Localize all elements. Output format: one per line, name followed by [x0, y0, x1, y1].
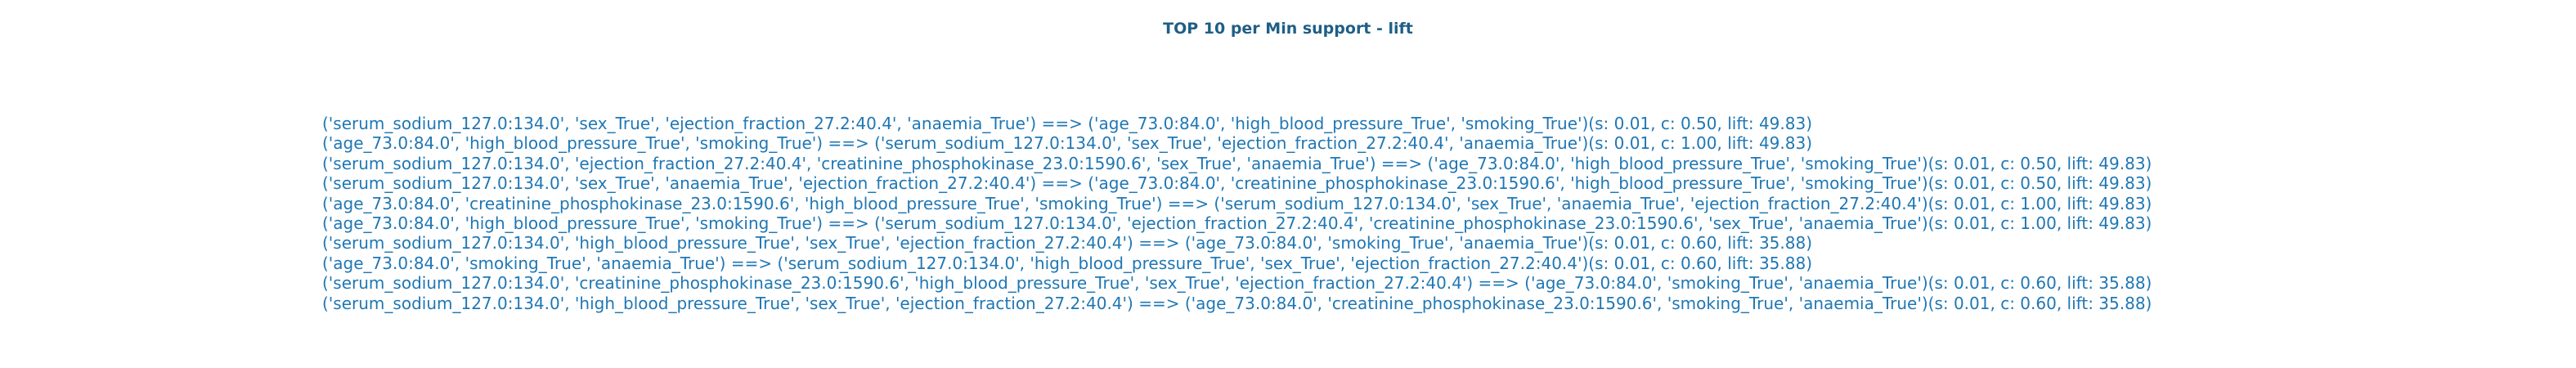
rule-line: ('serum_sodium_127.0:134.0', 'creatinine… [322, 273, 2152, 294]
rule-line: ('serum_sodium_127.0:134.0', 'sex_True',… [322, 114, 1813, 133]
rule-line: ('serum_sodium_127.0:134.0', 'high_blood… [322, 233, 1813, 254]
rule-line: ('age_73.0:84.0', 'creatinine_phosphokin… [322, 193, 2152, 213]
rule-line: ('age_73.0:84.0', 'high_blood_pressure_T… [322, 133, 1813, 154]
rule-line: ('age_73.0:84.0', 'high_blood_pressure_T… [322, 213, 2152, 233]
rule-line: ('serum_sodium_127.0:134.0', 'high_blood… [322, 293, 2152, 313]
rule-line: ('serum_sodium_127.0:134.0', 'sex_True',… [322, 173, 2152, 194]
rule-line: ('serum_sodium_127.0:134.0', 'ejection_f… [322, 153, 2152, 173]
chart-title: TOP 10 per Min support - lift [1163, 20, 1413, 38]
rule-line: ('age_73.0:84.0', 'smoking_True', 'anaem… [322, 253, 1813, 273]
rules-list: ('serum_sodium_127.0:134.0', 'sex_True',… [322, 114, 2152, 313]
